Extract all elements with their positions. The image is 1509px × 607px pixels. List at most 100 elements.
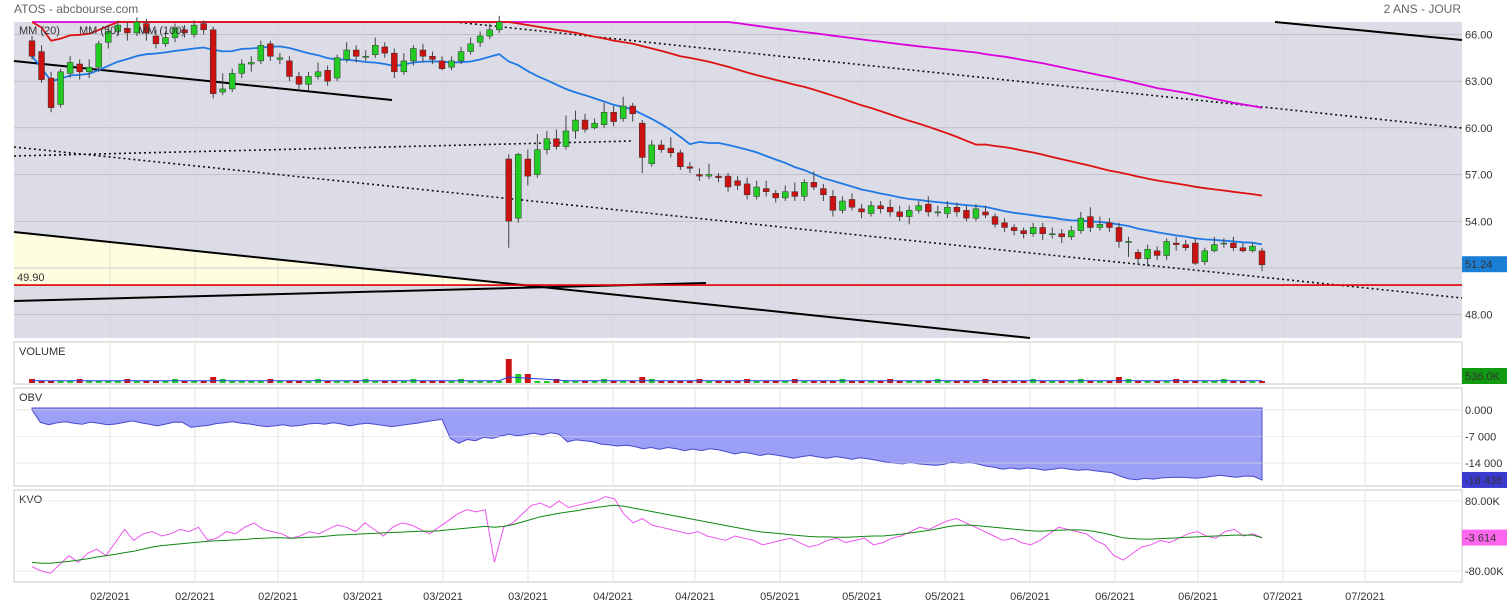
candle: [457, 46, 465, 65]
candle-body: [696, 174, 703, 177]
candle: [972, 204, 980, 222]
candle-body: [476, 35, 484, 43]
volume-bar: [248, 381, 255, 383]
candle-body: [1192, 242, 1199, 264]
candle: [1249, 243, 1256, 253]
candle: [848, 193, 856, 211]
candle: [1153, 246, 1161, 261]
candle-body: [372, 45, 379, 55]
candle-body: [801, 182, 808, 197]
candle: [934, 205, 942, 217]
candle: [581, 113, 589, 133]
volume-bar: [210, 377, 217, 383]
volume-bar: [324, 381, 331, 383]
kvo-last-tag: [1462, 529, 1507, 546]
candle: [1020, 227, 1027, 239]
candle-body: [1058, 233, 1065, 238]
volume-bar: [238, 381, 245, 383]
volume-bar: [1239, 381, 1246, 383]
candle: [915, 201, 922, 214]
candle: [162, 31, 169, 47]
volume-bar: [38, 381, 45, 383]
candle-body: [47, 77, 55, 108]
candle-body: [667, 147, 675, 154]
candle: [1201, 247, 1208, 265]
volume-bar: [191, 381, 198, 383]
x-tick-label: 06/2021: [1178, 591, 1218, 603]
candle-body: [1144, 249, 1151, 259]
candle-body: [515, 154, 522, 219]
candles: [28, 15, 1266, 272]
candle-body: [534, 149, 541, 175]
x-tick-label: 04/2021: [675, 591, 715, 603]
volume-bar: [1192, 381, 1199, 383]
candle: [143, 18, 150, 41]
candle: [352, 45, 360, 63]
volume-bar: [543, 381, 550, 383]
legend-item: MM (100): [138, 25, 185, 37]
candle-body: [133, 21, 141, 34]
x-tick-label: 03/2021: [423, 591, 463, 603]
candle-body: [1077, 217, 1085, 231]
mm50-line: [31, 21, 1263, 197]
kvo-title: KVO: [19, 494, 43, 506]
channel-top-dotted: [454, 21, 1463, 129]
volume-bar: [1211, 381, 1218, 383]
candle: [1049, 227, 1056, 239]
x-tick-label: 05/2021: [842, 591, 882, 603]
volume-bar: [1154, 381, 1161, 383]
candle-body: [76, 63, 83, 73]
candle-body: [629, 105, 636, 115]
volume-bar: [829, 381, 836, 383]
candle: [267, 40, 274, 61]
volume-bar: [515, 374, 522, 383]
price-tick-label: 48.00: [1465, 310, 1493, 322]
obv-last-label: -18 436: [1465, 475, 1502, 487]
candle: [696, 168, 703, 181]
candle: [391, 48, 398, 79]
volume-bar: [686, 381, 693, 383]
x-tick-label: 05/2021: [925, 591, 965, 603]
candle: [724, 172, 732, 192]
candle: [209, 26, 217, 99]
candle: [639, 120, 646, 173]
candle-body: [839, 200, 846, 211]
candle-body: [734, 180, 741, 186]
candle-body: [705, 174, 713, 177]
candle: [1172, 236, 1180, 251]
volume-bar: [562, 381, 569, 383]
candle: [467, 37, 474, 55]
candle-body: [944, 206, 951, 214]
candle-body: [1134, 252, 1142, 259]
candle-body: [867, 205, 875, 214]
candle-body: [877, 205, 884, 210]
candle: [400, 53, 408, 75]
x-tick-label: 06/2021: [1010, 591, 1050, 603]
candle: [286, 56, 293, 82]
volume-bar: [286, 381, 293, 383]
candle: [238, 59, 245, 79]
volume-bar: [906, 381, 913, 383]
volume-bar: [1144, 381, 1151, 383]
volume-bar: [143, 381, 150, 383]
candle-body: [1230, 242, 1237, 248]
candle: [333, 54, 341, 82]
candle: [572, 110, 579, 139]
candle: [229, 68, 236, 93]
volume-bar: [1249, 381, 1256, 383]
volume-bar: [1011, 381, 1018, 383]
candle-body: [524, 158, 532, 177]
candle: [963, 205, 970, 222]
volume-bar: [858, 381, 865, 383]
candle: [381, 42, 388, 58]
volume-bar: [496, 381, 503, 383]
candle: [476, 31, 484, 47]
candle: [810, 171, 818, 191]
candle: [1058, 229, 1065, 244]
candle: [610, 106, 617, 127]
candle: [591, 118, 598, 130]
volume-bar: [1201, 381, 1208, 383]
candle-body: [677, 152, 684, 168]
volume-bar: [582, 381, 588, 383]
